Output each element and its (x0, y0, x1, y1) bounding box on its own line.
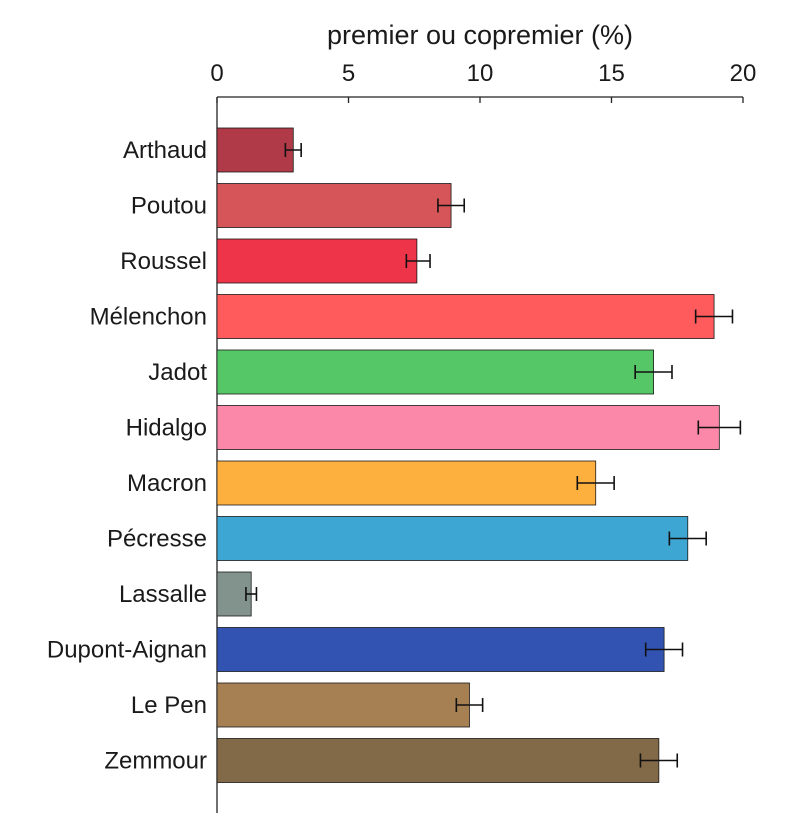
bar (216, 405, 720, 450)
category-label: Arthaud (123, 137, 207, 164)
category-label: Roussel (120, 248, 207, 275)
bar (216, 516, 689, 561)
x-tick-label: 20 (730, 60, 757, 87)
category-label: Jadot (148, 359, 207, 386)
x-tick-label: 15 (598, 60, 625, 87)
bar (216, 238, 418, 284)
bar (216, 127, 294, 173)
category-label: Lassalle (119, 581, 207, 608)
bar (216, 627, 665, 672)
bar (216, 682, 470, 728)
x-tick-label: 5 (342, 60, 355, 87)
category-label: Dupont-Aignan (47, 637, 207, 664)
x-tick-label: 0 (210, 60, 223, 87)
x-tick-label: 10 (467, 60, 494, 87)
chart-title: premier ou copremier (%) (327, 20, 633, 50)
category-label: Poutou (131, 193, 207, 220)
category-label: Zemmour (104, 748, 207, 775)
category-label: Le Pen (131, 692, 207, 719)
bar (216, 183, 452, 228)
category-label: Mélenchon (90, 304, 207, 331)
category-label: Hidalgo (126, 415, 207, 442)
category-label: Macron (127, 470, 207, 497)
bar (216, 738, 660, 783)
bar (216, 294, 715, 339)
bar (216, 460, 597, 506)
category-label: Pécresse (107, 526, 207, 553)
bar (216, 349, 654, 395)
